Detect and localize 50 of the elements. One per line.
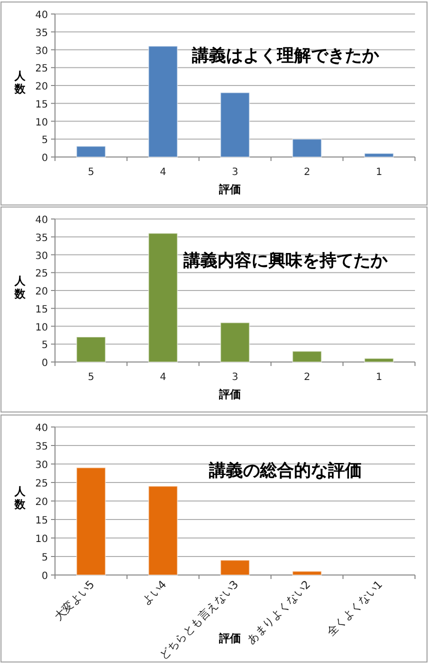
y-tick-label: 10: [35, 322, 48, 334]
y-tick-label: 35: [35, 442, 48, 452]
y-tick-label: 25: [35, 64, 48, 75]
x-axis-title: 評価: [218, 183, 241, 196]
x-tick-label: あまりよくない2: [244, 578, 314, 647]
text: 講義内容に興味を持てたか: [182, 251, 388, 272]
x-tick-label: 1: [376, 372, 382, 383]
y-tick-label: 15: [35, 304, 48, 316]
y-tick-label: 10: [35, 534, 48, 545]
y-tick-label: 0: [42, 358, 48, 369]
x-axis-title: 評価: [218, 388, 241, 401]
x-tick-label: 2: [304, 167, 310, 178]
text: 講義はよく理解できたか: [190, 46, 380, 66]
y-axis-title: 人数: [14, 274, 26, 300]
x-tick-label: 2: [304, 372, 310, 383]
y-tick-label: 35: [35, 232, 48, 244]
x-axis-title: 評価: [218, 632, 241, 645]
y-tick-label: 5: [42, 135, 48, 146]
y-tick-label: 40: [35, 423, 48, 434]
y-tick-label: 25: [35, 478, 48, 490]
y-tick-label: 15: [35, 516, 48, 526]
y-tick-label: 20: [35, 497, 48, 508]
y-tick-label: 40: [35, 10, 48, 21]
y-tick-label: 40: [35, 215, 48, 226]
y-tick-label: 5: [42, 340, 48, 352]
text: 講義の総合的な評価: [208, 460, 362, 481]
y-tick-label: 0: [42, 571, 48, 582]
y-tick-label: 30: [35, 46, 48, 57]
x-tick-label: 5: [88, 167, 94, 178]
x-tick-label: 5: [88, 372, 94, 383]
y-tick-label: 5: [42, 552, 48, 564]
y-tick-label: 35: [35, 28, 48, 39]
x-tick-label: よい4: [139, 578, 170, 608]
x-tick-label: 全くよくない1: [324, 578, 386, 639]
y-axis-title: 人数: [14, 70, 26, 96]
x-tick-label: 3: [232, 167, 238, 178]
x-tick-label: 4: [160, 167, 166, 178]
y-tick-label: 20: [35, 286, 48, 298]
x-tick-label: 4: [160, 372, 166, 383]
x-tick-label: 1: [376, 167, 382, 178]
x-tick-label: 3: [232, 372, 238, 383]
y-tick-label: 25: [35, 268, 48, 280]
y-tick-label: 15: [35, 99, 48, 110]
y-tick-label: 30: [35, 460, 48, 471]
y-tick-label: 30: [35, 250, 48, 262]
y-tick-label: 10: [35, 117, 48, 128]
x-tick-label: 大変よい5: [52, 578, 98, 624]
y-axis-title: 人数: [14, 485, 26, 511]
y-tick-label: 0: [42, 153, 48, 164]
y-tick-label: 20: [35, 82, 48, 92]
